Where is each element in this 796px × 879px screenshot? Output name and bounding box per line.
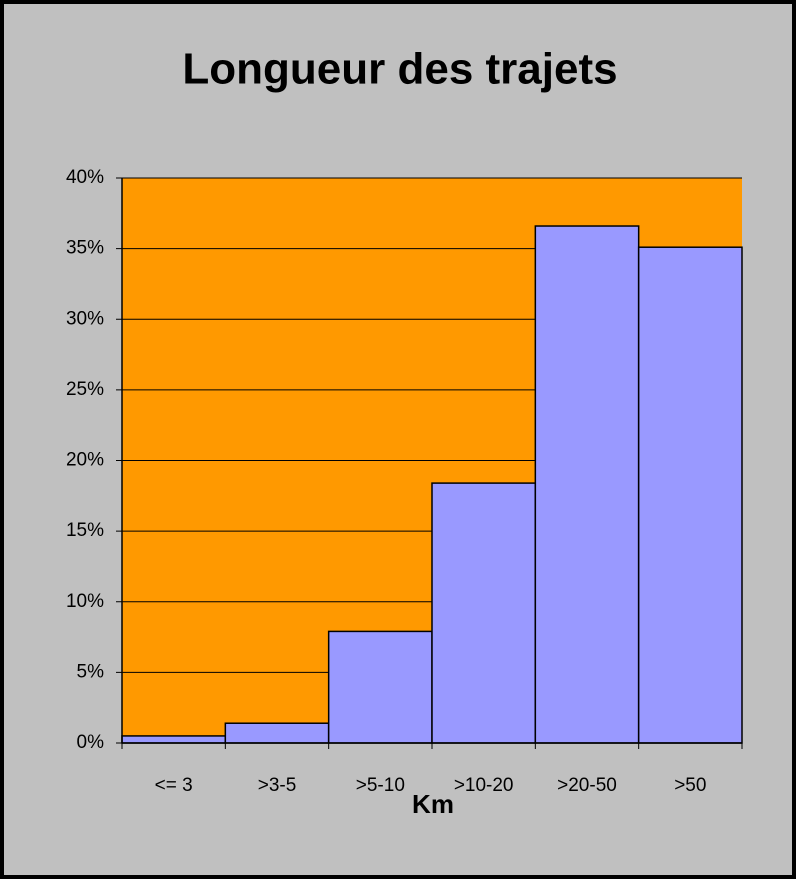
y-tick-label: 0% [77, 732, 105, 753]
x-tick-label: >3-5 [258, 775, 297, 796]
bar [224, 722, 330, 744]
chart-title: Longueur des trajets [182, 45, 617, 94]
y-tick-label: 25% [66, 379, 104, 400]
x-tick-label: >20-50 [557, 775, 617, 796]
x-tick-label: >50 [674, 775, 706, 796]
y-tick-label: 15% [66, 520, 104, 541]
y-tick-label: 10% [66, 591, 104, 612]
x-axis-label: Km [412, 789, 454, 819]
bar [431, 482, 537, 744]
bar [637, 246, 743, 744]
x-tick-label: >10-20 [454, 775, 514, 796]
bar [121, 735, 227, 744]
y-tick-label: 20% [66, 450, 104, 471]
bar [327, 630, 433, 744]
y-tick-label: 35% [66, 238, 104, 259]
x-tick-label: >5-10 [356, 775, 405, 796]
y-tick-label: 30% [66, 308, 104, 329]
y-tick-label: 5% [77, 661, 105, 682]
bar [534, 225, 640, 744]
y-tick-label: 40% [66, 167, 104, 188]
x-tick-label: <= 3 [155, 775, 193, 796]
